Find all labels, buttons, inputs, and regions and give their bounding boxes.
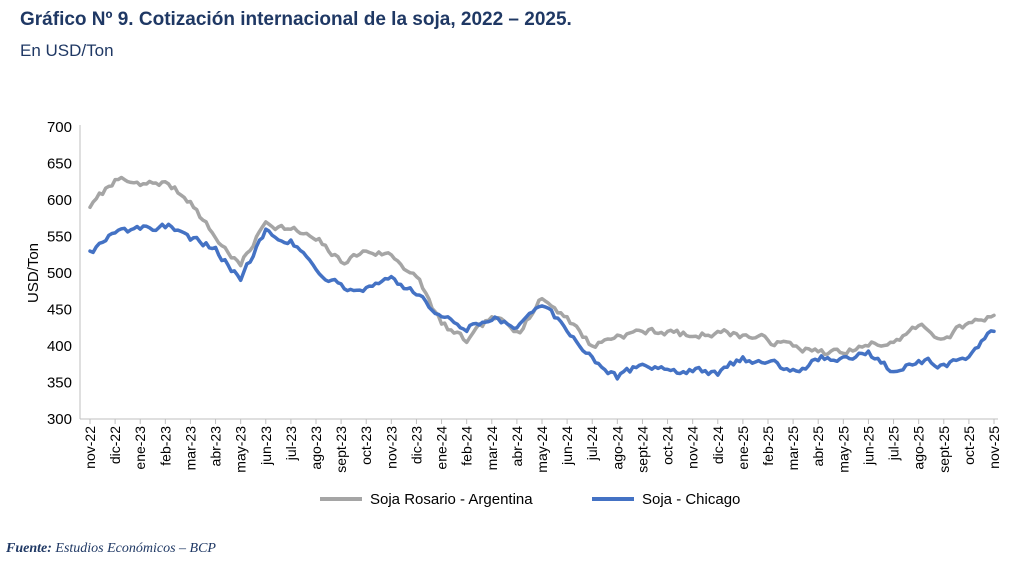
legend-label: Soja Rosario - Argentina	[370, 491, 533, 508]
x-tick-label: may-24	[534, 426, 550, 473]
series-lines	[88, 175, 996, 381]
chart: 300 350 400 450 500 550 600 650 700 USD/Ton nov-2…	[25, 119, 1002, 508]
x-tick-label: oct-25	[961, 426, 977, 465]
x-tick-label: nov-24	[685, 426, 701, 469]
x-tick-label: abr-24	[509, 426, 525, 467]
x-tick-label: ene-25	[735, 426, 751, 470]
y-tick-label: 550	[47, 229, 72, 246]
x-tick-label: nov-25	[986, 426, 1002, 469]
x-tick-label: may-25	[835, 426, 851, 473]
y-tick-label: 350	[47, 375, 72, 392]
legend: Soja Rosario - Argentina Soja - Chicago	[320, 491, 740, 508]
x-tick-label: feb-23	[157, 426, 173, 466]
x-tick-label: mar-23	[182, 426, 198, 471]
y-tick-label: 600	[47, 192, 72, 209]
x-tick-label: sept-24	[634, 426, 650, 473]
y-tick-label: 450	[47, 302, 72, 319]
x-tick-label: ago-25	[911, 426, 927, 470]
x-tick-label: mar-25	[785, 426, 801, 471]
x-tick-label: jun-25	[860, 426, 876, 466]
x-tick-label: abr-23	[208, 426, 224, 467]
x-tick-label: abr-25	[810, 426, 826, 467]
y-tick-label: 300	[47, 411, 72, 428]
y-tick-label: 400	[47, 338, 72, 355]
x-tick-label: mar-24	[484, 426, 500, 471]
x-tick-label: jun-23	[258, 426, 274, 466]
y-tick-label: 500	[47, 265, 72, 282]
series-line-chicago	[88, 222, 996, 381]
x-tick-label: ago-24	[609, 426, 625, 470]
x-tick-label: feb-25	[760, 426, 776, 466]
x-tick-label: dic-24	[710, 426, 726, 464]
x-tick-label: sept-23	[333, 426, 349, 473]
x-tick-label: nov-23	[383, 426, 399, 469]
x-tick-label: feb-24	[459, 426, 475, 466]
legend-label: Soja - Chicago	[642, 491, 740, 508]
x-tick-label: ago-23	[308, 426, 324, 470]
x-axis: nov-22 dic-22 ene-23 feb-23 mar-23 abr-23 may-…	[80, 418, 1002, 473]
x-tick-label: jul-24	[584, 426, 600, 461]
x-tick-label: jul-23	[283, 426, 299, 461]
y-axis-title: USD/Ton	[25, 243, 42, 303]
x-tick-label: jun-24	[559, 426, 575, 466]
chart-subtitle: En USD/Ton	[20, 41, 114, 60]
x-tick-label: jul-25	[886, 426, 902, 461]
x-tick-label: oct-24	[660, 426, 676, 465]
x-tick-label: dic-22	[107, 426, 123, 464]
x-tick-label: ene-24	[434, 426, 450, 470]
x-tick-label: sept-25	[936, 426, 952, 473]
y-axis: 300 350 400 450 500 550 600 650 700 USD/Ton	[25, 119, 81, 428]
y-tick-label: 650	[47, 156, 72, 173]
x-tick-label: nov-22	[82, 426, 98, 469]
x-tick-label: may-23	[233, 426, 249, 473]
x-tick-label: oct-23	[358, 426, 374, 465]
y-tick-label: 700	[47, 119, 72, 136]
source-text: Estudios Económicos – BCP	[55, 541, 216, 556]
chart-title: Gráfico Nº 9. Cotización internacional d…	[20, 9, 572, 30]
series-line-rosario	[88, 175, 996, 356]
x-tick-label: ene-23	[132, 426, 148, 470]
source-note: Fuente: Estudios Económicos – BCP	[6, 541, 216, 557]
x-tick-label: dic-23	[408, 426, 424, 464]
source-label: Fuente:	[6, 541, 52, 556]
